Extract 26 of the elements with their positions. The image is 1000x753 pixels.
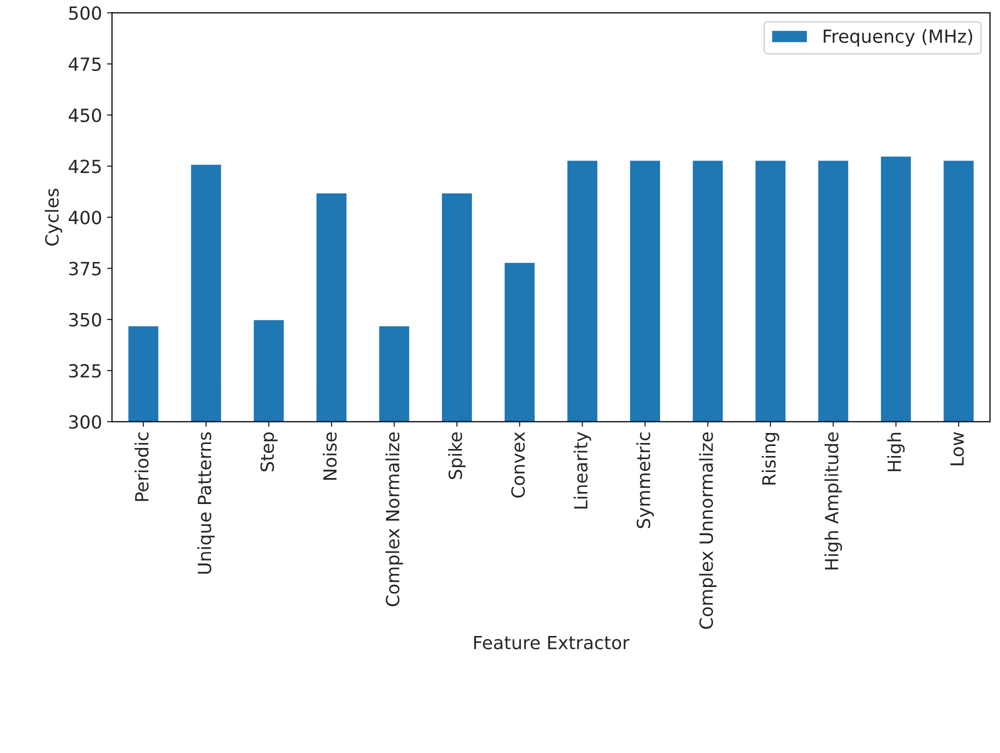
x-tick-label: High	[887, 432, 905, 472]
x-tick-label: Symmetric	[636, 432, 654, 528]
x-axis-title: Feature Extractor	[474, 636, 630, 650]
x-tick-label: Unique Patterns	[197, 432, 215, 574]
y-tick-label: 400	[68, 210, 102, 224]
y-tick-label: 475	[68, 58, 101, 72]
legend-label: Frequency (MHz)	[824, 29, 972, 47]
y-tick-label: 425	[68, 160, 101, 174]
x-tick-label: Convex	[511, 432, 525, 498]
x-tick-label: Noise	[322, 432, 337, 480]
x-tick-label: Step	[260, 432, 278, 472]
y-tick-label: 300	[69, 415, 102, 429]
x-tick-label: Rising	[762, 433, 780, 485]
x-tick-label: Periodic	[134, 432, 149, 501]
y-tick-label: 500	[69, 6, 102, 20]
y-tick-label: 375	[69, 262, 101, 276]
x-tick-label: Spike	[448, 432, 466, 480]
x-tick-label: Complex Unnormalize	[699, 432, 717, 629]
x-tick-label: Linearity	[574, 432, 592, 509]
x-tick-label: Complex Normalize	[385, 432, 403, 606]
y-tick-label: 350	[69, 312, 102, 327]
y-axis-title: Cycles	[44, 188, 62, 246]
x-tick-label: Low	[950, 432, 964, 466]
y-tick-label: 325	[69, 364, 101, 378]
y-tick-label: 450	[68, 108, 102, 122]
x-tick-label: High Amplitude	[824, 432, 842, 570]
